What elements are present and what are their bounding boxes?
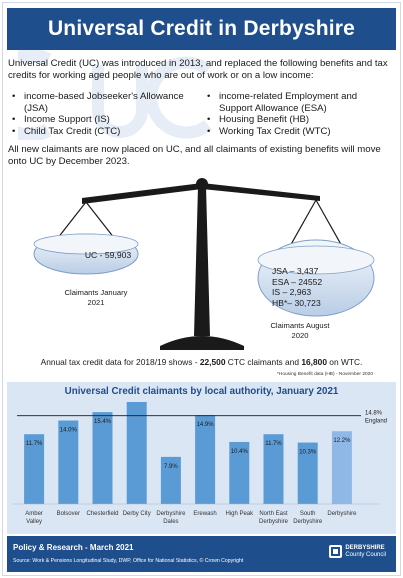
chart-bar xyxy=(263,434,284,504)
x-tick-label: Derby City xyxy=(123,511,151,517)
wtc-count: 16,800 xyxy=(301,357,327,367)
footer-publisher: Policy & Research - March 2021 xyxy=(13,543,134,552)
bar-value-label: 14.9% xyxy=(197,422,215,428)
logo-title: DERBYSHIRE xyxy=(345,545,385,551)
x-tick-label: Erewash xyxy=(193,511,216,517)
bar-value-label: 15.4% xyxy=(94,419,112,425)
chart-bar xyxy=(229,441,250,504)
benefits-column-right: income-related Employment and Support Al… xyxy=(207,91,392,137)
bar-value-label: 12.2% xyxy=(333,438,351,444)
footer-source: Source: Work & Pensions Longitudinal Stu… xyxy=(13,558,244,564)
footer-bar: Policy & Research - March 2021 Source: W… xyxy=(7,536,396,572)
council-logo-icon xyxy=(329,545,343,558)
intro-paragraph: Universal Credit (UC) was introduced in … xyxy=(8,58,388,81)
bar-value-label: 10.3% xyxy=(299,450,317,456)
chart-bar xyxy=(58,420,79,504)
reference-value-label: 14.8% xyxy=(365,411,383,417)
x-tick-label: Derbyshire xyxy=(156,511,186,517)
logo-subtitle: County Council xyxy=(345,551,386,558)
x-tick-label: Derbyshire xyxy=(327,511,357,517)
chart-bar xyxy=(331,431,352,504)
chart-bar xyxy=(126,402,147,504)
x-tick-label: Valley xyxy=(26,519,42,525)
scale-base xyxy=(160,336,244,350)
chart-title: Universal Credit claimants by local auth… xyxy=(64,386,339,397)
x-tick-label: North East xyxy=(259,511,288,517)
list-item: Income Support (IS) xyxy=(12,114,207,126)
chart-bar xyxy=(24,434,45,504)
benefits-column-left: income-based Jobseeker's Allowance (JSA)… xyxy=(12,91,207,137)
x-tick-label: South xyxy=(300,511,316,517)
x-tick-label: High Peak xyxy=(225,511,254,517)
legacy-benefit-values: JSA – 3,437 ESA – 24552 IS – 2,963 HB*– … xyxy=(272,266,322,308)
chart-bar xyxy=(297,442,318,504)
title-banner: Universal Credit in Derbyshire xyxy=(7,8,396,50)
bar-chart: 11.7% Amber Valley 14.0% Bolsover 15.4% Cheste… xyxy=(13,402,387,525)
x-tick-label: Derbyshire xyxy=(259,519,289,525)
list-item: income-based Jobseeker's Allowance (JSA) xyxy=(12,91,207,114)
x-tick-label: Derbyshire xyxy=(293,519,323,525)
chart-panel: Universal Credit claimants by local auth… xyxy=(7,382,396,534)
replaced-benefits-list: income-based Jobseeker's Allowance (JSA)… xyxy=(12,91,392,137)
bar-value-label: 11.7% xyxy=(265,441,282,447)
list-item: Working Tax Credit (WTC) xyxy=(207,126,392,138)
balance-scale-illustration xyxy=(33,178,375,350)
hb-value: HB*– 30,723 xyxy=(272,297,321,308)
x-tick-label: Chesterfield xyxy=(86,511,118,517)
claimants-january-label: Claimants January 2021 xyxy=(64,288,128,307)
chart-bar xyxy=(92,412,113,504)
x-tick-label: Amber xyxy=(25,511,43,517)
annual-tax-credit-note: Annual tax credit data for 2018/19 shows… xyxy=(40,357,363,367)
page-title: Universal Credit in Derbyshire xyxy=(47,17,356,40)
bar-value-label: 14.0% xyxy=(60,427,78,433)
list-item: Child Tax Credit (CTC) xyxy=(12,126,207,138)
bar-value-label: 10.4% xyxy=(231,449,249,455)
claimants-august-label: Claimants August 2020 xyxy=(270,321,330,340)
scale-pillar xyxy=(194,186,210,336)
outro-paragraph: All new claimants are now placed on UC, … xyxy=(8,144,381,167)
derbyshire-logo: DERBYSHIRE County Council xyxy=(329,545,386,558)
reference-name-label: England xyxy=(365,419,387,425)
chart-bar xyxy=(160,456,181,504)
ctc-count: 22,500 xyxy=(199,357,226,367)
is-value: IS – 2,963 xyxy=(272,287,312,297)
esa-value: ESA – 24552 xyxy=(272,276,323,287)
x-tick-label: Bolsover xyxy=(57,511,80,517)
housing-benefit-footnote: *Housing Benefit data (HB) - November 20… xyxy=(277,372,373,377)
x-tick-label: Dales xyxy=(163,519,178,525)
jsa-value: JSA – 3,437 xyxy=(272,266,319,276)
list-item: Housing Benefit (HB) xyxy=(207,114,392,126)
uc-claimants-value: UC - 59,903 xyxy=(84,250,132,260)
list-item: income-related Employment and Support Al… xyxy=(207,91,392,114)
chart-bar xyxy=(195,415,216,504)
bar-value-label: 7.9% xyxy=(164,464,178,470)
bar-value-label: 11.7% xyxy=(26,441,43,447)
